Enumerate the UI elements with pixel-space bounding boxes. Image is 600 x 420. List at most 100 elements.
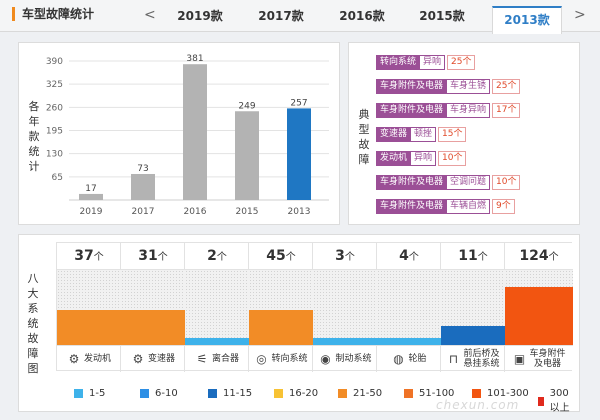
- fault-desc-tag: 车身异响: [447, 103, 491, 118]
- fault-item[interactable]: 发动机 异响 10个: [376, 151, 467, 166]
- count-unit: 个: [344, 252, 355, 263]
- fault-item[interactable]: 车身附件及电器 车身异响 17个: [376, 103, 521, 118]
- column-fill: [121, 310, 185, 345]
- fault-desc-tag: 车辆自燃: [447, 199, 491, 214]
- x-tick-label: 2016: [184, 207, 207, 217]
- column-fill: [57, 310, 121, 345]
- system-name: 变速器: [147, 354, 175, 364]
- system-column-brake[interactable]: 3个 ◉ 制动系统: [313, 243, 377, 372]
- fault-desc-tag: 车身生锈: [447, 79, 491, 94]
- tab-2013[interactable]: 2013款: [504, 13, 550, 27]
- year-bar-chart: 65 130 195 260 325 390 17 2019 73 2017 381 2016 249 2…: [46, 54, 329, 217]
- count-value: 31: [138, 248, 158, 264]
- side-label-char: 图: [27, 362, 39, 375]
- column-body: [57, 270, 121, 345]
- axle-icon: ⊓: [448, 352, 459, 366]
- side-label-char: 统: [28, 145, 40, 158]
- side-label-char: 各: [28, 100, 40, 113]
- legend-swatch: [338, 389, 347, 398]
- system-name: 转向系统: [271, 354, 308, 364]
- fault-count-tag: 10个: [492, 175, 521, 190]
- fault-system-tag: 转向系统: [376, 55, 421, 70]
- side-label-char: 款: [28, 130, 40, 143]
- car-body-icon: ▣: [513, 352, 526, 366]
- side-label-char: 计: [28, 160, 40, 173]
- system-column-tire[interactable]: 4个 ◍ 轮胎: [377, 243, 441, 372]
- side-label-char: 障: [27, 347, 39, 360]
- y-tick-label: 130: [46, 150, 63, 160]
- system-column-steering[interactable]: 45个 ◎ 转向系统: [249, 243, 313, 372]
- legend-label: 11-15: [223, 388, 253, 399]
- bar-2017: [131, 173, 155, 200]
- side-label-char: 统: [27, 317, 39, 330]
- fault-system-tag: 车身附件及电器: [376, 103, 448, 118]
- column-body: [185, 270, 249, 345]
- fault-system-tag: 变速器: [376, 127, 412, 142]
- fault-item[interactable]: 变速器 顿挫 15个: [376, 127, 467, 142]
- side-label-char: 系: [27, 302, 39, 315]
- side-label-char: 年: [28, 115, 40, 128]
- system-count: 2个: [185, 243, 249, 270]
- system-column-car-body[interactable]: 124个 ▣ 车身附件 及电器: [505, 243, 573, 372]
- header-bar: 车型故障统计 < 2019款 2017款 2016款 2015款 2013款 >: [0, 0, 600, 34]
- year-chart-panel: 各 年 款 统 计 65 130 195 260 325 390 17 2019 73 2017 3…: [18, 42, 340, 225]
- system-count: 45个: [249, 243, 313, 270]
- system-name-line2: 悬挂系统: [463, 359, 500, 369]
- fault-count-tag: 9个: [492, 199, 515, 214]
- legend-label: 300以上: [549, 388, 570, 414]
- gearbox-icon: ⚙: [132, 352, 144, 366]
- systems-chart-side-label: 八 大 系 统 故 障 图: [26, 271, 40, 376]
- fault-count-tag: 15个: [438, 127, 467, 142]
- side-label-char: 故: [358, 138, 370, 151]
- system-column-axle[interactable]: 11个 ⊓ 前后桥及 悬挂系统: [441, 243, 505, 372]
- bar-2013: [287, 108, 311, 200]
- count-unit: 个: [216, 252, 227, 263]
- system-column-gearbox[interactable]: 31个 ⚙ 变速器: [121, 243, 185, 372]
- tab-2019[interactable]: 2019款: [177, 9, 223, 23]
- fault-list: 转向系统 异响 25个 车身附件及电器 车身生锈 25个 车身附件及电器 车身异响 17个 …: [376, 55, 576, 225]
- count-unit: 个: [408, 252, 419, 263]
- column-body: [441, 270, 505, 345]
- next-arrow-icon[interactable]: >: [574, 7, 586, 23]
- y-tick-label: 195: [46, 127, 63, 137]
- system-label: ◎ 转向系统: [249, 345, 313, 372]
- column-body: [377, 270, 441, 345]
- tab-2015[interactable]: 2015款: [419, 9, 465, 23]
- system-column-engine[interactable]: 37个 ⚙ 发动机: [57, 243, 121, 372]
- y-tick-label: 325: [46, 80, 63, 90]
- systems-grid: 37个 ⚙ 发动机 31个 ⚙ 变速器 2个 ⚟ 离合器 45个 ◎ 转向系统 3个 ◉…: [56, 242, 573, 372]
- bar-value-label: 73: [137, 164, 148, 174]
- fault-count-tag: 25个: [447, 55, 476, 70]
- bar-value-label: 249: [238, 101, 255, 111]
- fault-item[interactable]: 车身附件及电器 车辆自燃 9个: [376, 199, 515, 214]
- x-tick-label: 2017: [132, 207, 155, 217]
- x-tick-label: 2013: [288, 207, 311, 217]
- color-legend: 1-5 6-10 11-15 16-20 21-50 51-100 101-30…: [74, 388, 574, 414]
- system-count: 31个: [121, 243, 185, 270]
- y-tick-label: 260: [46, 103, 63, 113]
- bar-2016: [183, 64, 207, 200]
- system-name: 前后桥及: [463, 349, 500, 359]
- legend-item: 101-300: [472, 388, 529, 399]
- side-label-char: 大: [27, 287, 39, 300]
- tab-2017[interactable]: 2017款: [258, 9, 304, 23]
- engine-icon: ⚙: [68, 352, 80, 366]
- system-label: ◉ 制动系统: [313, 345, 377, 372]
- x-tick-label: 2015: [236, 207, 259, 217]
- fault-item[interactable]: 车身附件及电器 车身生锈 25个: [376, 79, 521, 94]
- count-value: 37: [74, 248, 94, 264]
- fault-item[interactable]: 转向系统 异响 25个: [376, 55, 476, 70]
- fault-system-tag: 车身附件及电器: [376, 175, 448, 190]
- count-value: 11: [458, 248, 478, 264]
- count-unit: 个: [548, 252, 559, 263]
- system-count: 4个: [377, 243, 441, 270]
- legend-swatch: [274, 389, 283, 398]
- prev-arrow-icon[interactable]: <: [144, 7, 156, 23]
- x-tick-label: 2019: [80, 207, 103, 217]
- count-unit: 个: [285, 252, 296, 263]
- system-column-clutch[interactable]: 2个 ⚟ 离合器: [185, 243, 249, 372]
- legend-label: 51-100: [419, 388, 455, 399]
- tab-2016[interactable]: 2016款: [339, 9, 385, 23]
- fault-item[interactable]: 车身附件及电器 空调问题 10个: [376, 175, 521, 190]
- system-count: 37个: [57, 243, 121, 270]
